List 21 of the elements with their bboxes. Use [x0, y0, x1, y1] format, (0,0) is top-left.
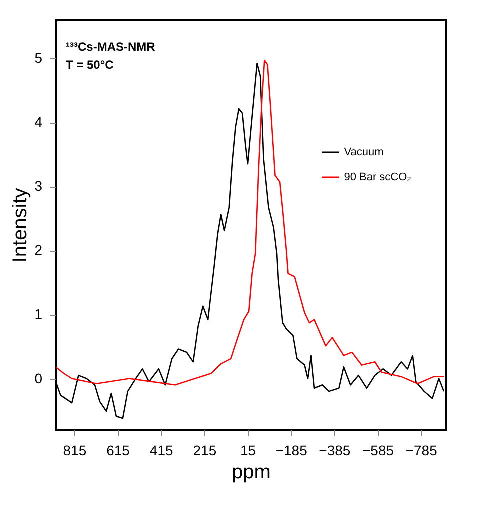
- y-tick-label: 0: [34, 370, 43, 386]
- annotation: ¹³³Cs-MAS-NMR: [66, 40, 156, 54]
- annotation: T = 50°C: [66, 58, 114, 72]
- y-tick-label: 1: [34, 306, 43, 322]
- x-tick-label: −585: [362, 442, 394, 458]
- x-tick-label: 415: [150, 442, 174, 458]
- y-axis-title: Intensity: [10, 188, 32, 263]
- x-tick-label: 215: [193, 442, 217, 458]
- y-tick-label: 3: [34, 178, 43, 194]
- y-tick-label: 5: [34, 50, 43, 66]
- x-axis-title: ppm: [232, 462, 271, 484]
- x-tick-label: −785: [406, 442, 438, 458]
- x-tick-label: −185: [276, 442, 308, 458]
- y-tick-label: 4: [34, 114, 43, 130]
- x-tick-label: −385: [319, 442, 351, 458]
- x-tick-label: 615: [106, 442, 130, 458]
- x-tick-label: 815: [63, 442, 87, 458]
- x-tick-label: 15: [240, 442, 256, 458]
- legend-label: 90 Bar scCO₂: [344, 172, 412, 184]
- legend-label: Vacuum: [344, 146, 384, 158]
- y-tick-label: 2: [34, 242, 43, 258]
